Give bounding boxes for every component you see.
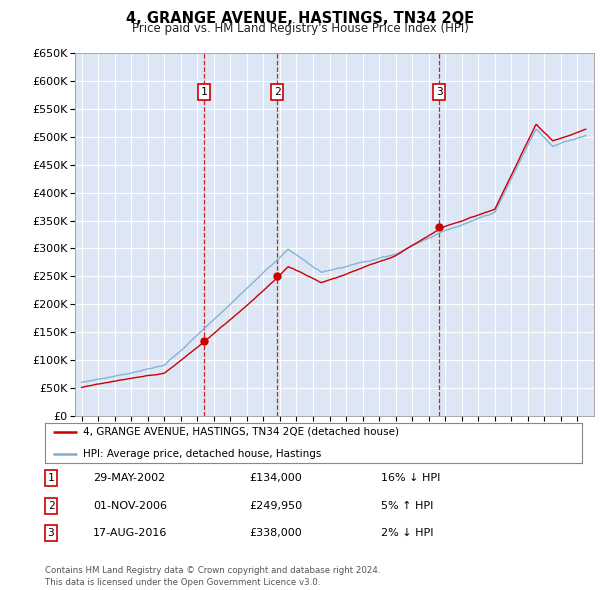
Text: 2% ↓ HPI: 2% ↓ HPI: [381, 529, 433, 538]
Text: £338,000: £338,000: [249, 529, 302, 538]
Text: £249,950: £249,950: [249, 501, 302, 510]
Text: 2: 2: [47, 501, 55, 510]
Text: 5% ↑ HPI: 5% ↑ HPI: [381, 501, 433, 510]
Text: £134,000: £134,000: [249, 473, 302, 483]
Text: Price paid vs. HM Land Registry's House Price Index (HPI): Price paid vs. HM Land Registry's House …: [131, 22, 469, 35]
Text: 17-AUG-2016: 17-AUG-2016: [93, 529, 167, 538]
Text: 3: 3: [436, 87, 443, 97]
Text: 1: 1: [201, 87, 208, 97]
Text: Contains HM Land Registry data © Crown copyright and database right 2024.
This d: Contains HM Land Registry data © Crown c…: [45, 566, 380, 587]
Text: 4, GRANGE AVENUE, HASTINGS, TN34 2QE: 4, GRANGE AVENUE, HASTINGS, TN34 2QE: [126, 11, 474, 25]
Text: 3: 3: [47, 529, 55, 538]
Text: HPI: Average price, detached house, Hastings: HPI: Average price, detached house, Hast…: [83, 450, 321, 460]
Text: 01-NOV-2006: 01-NOV-2006: [93, 501, 167, 510]
Text: 2: 2: [274, 87, 281, 97]
Text: 29-MAY-2002: 29-MAY-2002: [93, 473, 165, 483]
Text: 16% ↓ HPI: 16% ↓ HPI: [381, 473, 440, 483]
Text: 1: 1: [47, 473, 55, 483]
Text: 4, GRANGE AVENUE, HASTINGS, TN34 2QE (detached house): 4, GRANGE AVENUE, HASTINGS, TN34 2QE (de…: [83, 427, 398, 437]
